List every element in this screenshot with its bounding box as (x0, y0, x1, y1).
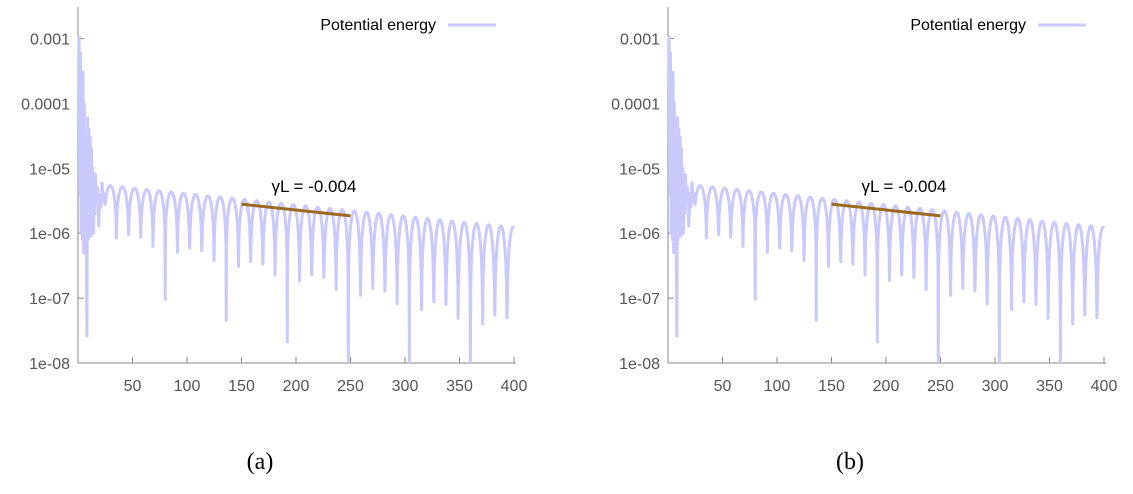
x-tick-label: 50 (124, 378, 142, 395)
chart-panel-b: 0.001 0.0001 1e-05 1e-06 1e-07 1e-08 50 100 150 2… (590, 0, 1133, 494)
x-tick-label: 250 (927, 378, 954, 395)
x-tick-label: 300 (982, 378, 1009, 395)
x-tick-label: 350 (446, 378, 473, 395)
chart-b: 0.001 0.0001 1e-05 1e-06 1e-07 1e-08 50 100 150 2… (611, 7, 1118, 395)
x-tick-label: 300 (392, 378, 419, 395)
x-tick-label: 50 (714, 378, 732, 395)
chart-a: 0.001 0.0001 1e-05 1e-06 1e-07 1e-08 50 100 150 2… (21, 7, 528, 395)
x-tick-label: 200 (873, 378, 900, 395)
x-tick-label: 200 (283, 378, 310, 395)
x-tick-label: 100 (174, 378, 201, 395)
series-potential-energy (667, 35, 1106, 364)
y-tick-label: 0.001 (30, 31, 70, 48)
x-tick-label: 250 (337, 378, 364, 395)
x-tick-label: 350 (1036, 378, 1063, 395)
annotation-gamma: γL = -0.004 (862, 177, 947, 196)
x-tick-label: 400 (1091, 378, 1118, 395)
y-tick-label: 1e-06 (29, 226, 70, 243)
legend-label: Potential energy (320, 17, 436, 34)
x-tick-label: 100 (764, 378, 791, 395)
y-tick-label: 1e-05 (619, 161, 660, 178)
legend-label: Potential energy (910, 17, 1026, 34)
series-potential-energy (77, 35, 516, 364)
y-tick-label: 1e-08 (29, 356, 70, 373)
x-tick-label: 400 (501, 378, 528, 395)
y-tick-label: 0.0001 (611, 96, 660, 113)
x-tick-label: 150 (228, 378, 255, 395)
x-tick-label: 150 (818, 378, 845, 395)
annotation-gamma: γL = -0.004 (272, 177, 357, 196)
y-tick-label: 1e-05 (29, 161, 70, 178)
y-tick-label: 0.0001 (21, 96, 70, 113)
y-tick-label: 1e-07 (619, 291, 660, 308)
y-tick-label: 1e-06 (619, 226, 660, 243)
fit-line (241, 202, 351, 218)
caption-b: (b) (836, 449, 864, 475)
y-tick-label: 0.001 (620, 31, 660, 48)
chart-panel-a: 0.001 0.0001 1e-05 1e-06 1e-07 1e-08 50 100 150 2… (0, 0, 566, 494)
y-tick-label: 1e-07 (29, 291, 70, 308)
fit-line (831, 202, 941, 218)
y-tick-label: 1e-08 (619, 356, 660, 373)
caption-a: (a) (246, 449, 274, 475)
